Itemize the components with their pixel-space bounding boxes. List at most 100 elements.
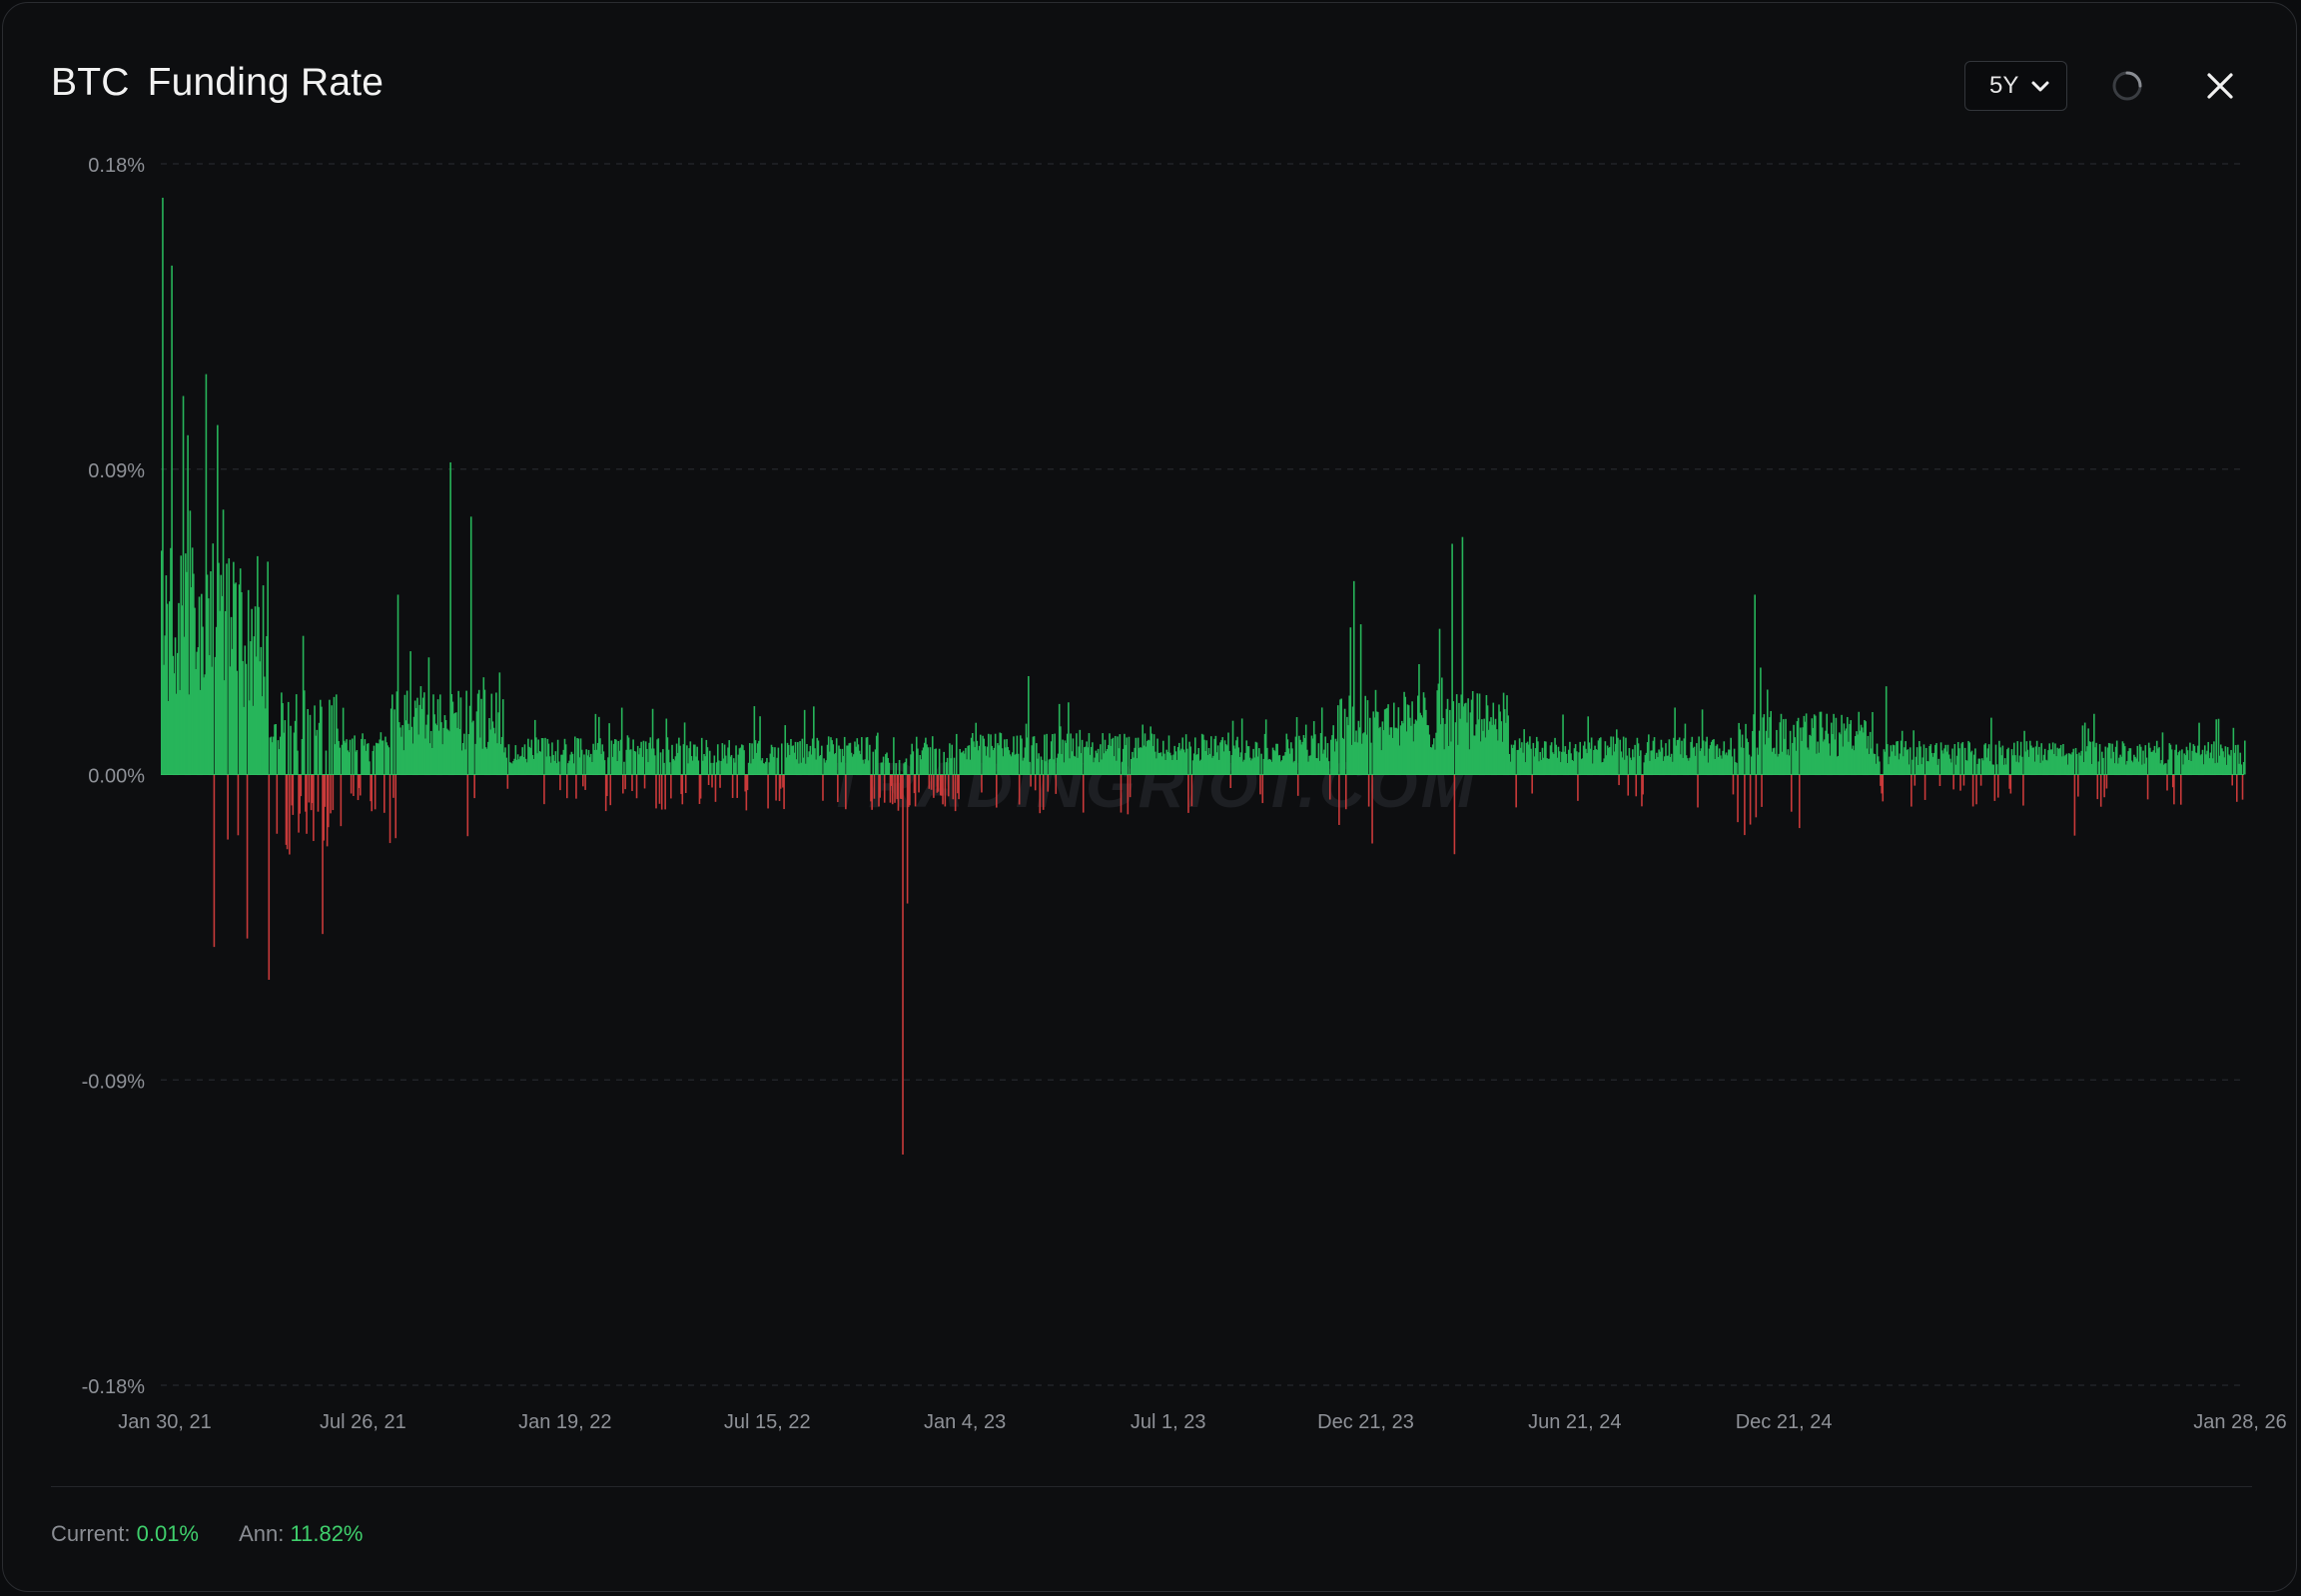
funding-bar xyxy=(2040,743,2043,775)
funding-bar xyxy=(905,758,908,775)
funding-bar xyxy=(310,774,313,811)
funding-bar xyxy=(1423,697,1426,775)
funding-bar xyxy=(325,750,328,775)
funding-bar xyxy=(594,713,597,775)
funding-bar xyxy=(1310,735,1313,775)
funding-bar xyxy=(675,743,678,775)
funding-bar xyxy=(1126,737,1128,775)
funding-bar xyxy=(745,774,748,811)
funding-bar xyxy=(560,754,562,775)
funding-bar xyxy=(520,755,522,775)
funding-bar xyxy=(2032,747,2035,775)
funding-bar xyxy=(263,676,266,775)
funding-bar xyxy=(797,742,799,775)
funding-bar xyxy=(727,747,729,775)
funding-bar xyxy=(587,749,590,775)
funding-bar xyxy=(598,716,600,775)
funding-bar xyxy=(1531,774,1533,794)
funding-bar xyxy=(1788,755,1791,775)
funding-bar xyxy=(1527,744,1530,775)
funding-bar xyxy=(1922,744,1925,775)
funding-bar xyxy=(1256,756,1259,775)
funding-bar xyxy=(1802,727,1805,775)
funding-bar xyxy=(404,720,407,775)
funding-bar xyxy=(1867,735,1870,775)
funding-bar xyxy=(1439,724,1442,775)
funding-bar xyxy=(1903,756,1905,775)
funding-bar xyxy=(201,593,203,775)
funding-bar xyxy=(271,742,274,775)
close-icon[interactable] xyxy=(2203,69,2237,103)
funding-bar xyxy=(1005,747,1007,775)
ann-value: 11.82% xyxy=(290,1521,364,1546)
funding-bar xyxy=(1739,729,1742,775)
funding-bar xyxy=(1546,758,1548,775)
funding-bar xyxy=(392,774,394,798)
funding-bar xyxy=(1865,721,1867,775)
refresh-icon[interactable] xyxy=(2110,69,2144,103)
funding-bar xyxy=(753,706,756,775)
funding-bar xyxy=(625,749,628,775)
funding-bar xyxy=(528,746,530,775)
funding-bar xyxy=(706,747,709,775)
funding-bar xyxy=(1060,726,1062,775)
funding-bar xyxy=(630,749,632,775)
funding-bar xyxy=(985,755,988,775)
funding-bar xyxy=(1638,755,1641,775)
funding-bar xyxy=(241,591,243,775)
funding-bar xyxy=(1412,741,1415,775)
x-tick-label: Jul 1, 23 xyxy=(1131,1411,1206,1433)
funding-bar xyxy=(1132,751,1134,775)
funding-bar xyxy=(1052,734,1054,775)
funding-bar xyxy=(2240,764,2243,775)
funding-bar xyxy=(499,744,502,775)
funding-bar xyxy=(537,739,539,775)
funding-bar xyxy=(1686,758,1689,775)
funding-bar xyxy=(308,774,311,803)
funding-bar xyxy=(887,757,889,775)
funding-bar xyxy=(202,626,204,775)
funding-bar xyxy=(1018,774,1021,805)
funding-bar xyxy=(843,736,846,775)
funding-bar xyxy=(316,729,319,775)
funding-bar xyxy=(2129,748,2132,775)
funding-bar xyxy=(1771,751,1774,775)
funding-bar xyxy=(1632,749,1634,775)
funding-bar xyxy=(1069,758,1071,775)
funding-bar xyxy=(1501,741,1504,775)
funding-bar xyxy=(1747,742,1750,775)
funding-bar xyxy=(1089,754,1092,775)
range-select[interactable]: 5Y xyxy=(1964,61,2067,111)
funding-bar xyxy=(2017,762,2020,775)
funding-bar xyxy=(688,748,690,775)
funding-bar xyxy=(841,748,844,775)
funding-bar xyxy=(2072,748,2075,775)
funding-bar xyxy=(501,699,504,775)
funding-bar xyxy=(1510,744,1513,775)
funding-bar xyxy=(1268,758,1270,775)
funding-bar xyxy=(1482,730,1484,775)
funding-bar xyxy=(377,743,379,775)
funding-bar xyxy=(1611,755,1614,775)
funding-bar xyxy=(1163,753,1165,775)
funding-bar xyxy=(1453,774,1456,855)
funding-bar xyxy=(1447,745,1450,775)
funding-bar xyxy=(798,763,800,775)
funding-bar xyxy=(269,737,272,775)
funding-bar xyxy=(880,762,883,775)
funding-bar xyxy=(994,733,997,775)
funding-bar xyxy=(487,741,489,775)
funding-bar xyxy=(1206,754,1209,775)
funding-bar xyxy=(1033,736,1036,775)
funding-bar xyxy=(667,749,670,775)
funding-bar xyxy=(1174,751,1177,775)
funding-bar xyxy=(2150,751,2152,775)
funding-bar xyxy=(1428,734,1431,775)
funding-bar xyxy=(2179,774,2182,805)
funding-bar xyxy=(575,774,577,799)
funding-bar xyxy=(423,692,425,775)
funding-bar xyxy=(1365,734,1368,775)
funding-bar xyxy=(2238,763,2240,775)
funding-bar xyxy=(808,751,811,775)
funding-bar xyxy=(1247,746,1250,775)
